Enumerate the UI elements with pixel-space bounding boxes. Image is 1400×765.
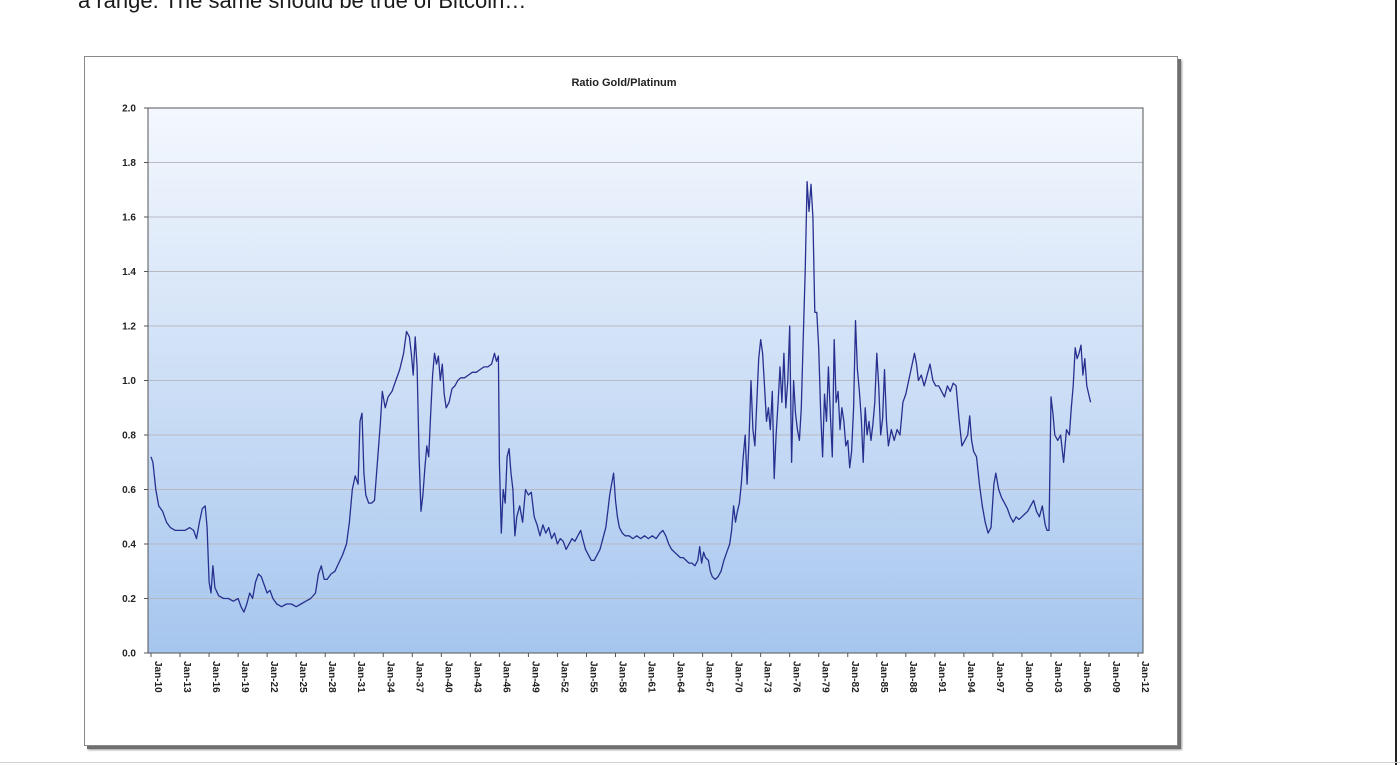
x-tick-label: Jan-79 xyxy=(820,661,831,693)
page-bottom-rule xyxy=(0,762,1400,763)
y-tick-label: 1.0 xyxy=(122,376,136,387)
y-tick-label: 0.6 xyxy=(122,485,136,496)
x-tick-label: Jan-19 xyxy=(239,661,250,693)
x-tick-label: Jan-49 xyxy=(529,661,540,693)
x-tick-label: Jan-10 xyxy=(152,661,163,693)
y-tick-label: 1.2 xyxy=(122,322,136,333)
x-tick-label: Jan-12 xyxy=(1139,661,1150,693)
x-tick-label: Jan-00 xyxy=(1023,661,1034,693)
x-tick-label: Jan-85 xyxy=(878,661,889,693)
x-tick-label: Jan-43 xyxy=(471,661,482,693)
x-tick-label: Jan-46 xyxy=(500,661,511,693)
x-tick-label: Jan-94 xyxy=(965,661,976,693)
y-tick-label: 1.8 xyxy=(122,158,136,169)
x-tick-label: Jan-25 xyxy=(297,661,308,693)
x-tick-label: Jan-67 xyxy=(704,661,715,693)
series-line xyxy=(150,180,1092,613)
chart-title: Ratio Gold/Platinum xyxy=(571,77,676,89)
x-tick-label: Jan-91 xyxy=(936,661,947,693)
article-caption: a range. The same should be true of Bitc… xyxy=(78,0,527,13)
x-tick-label: Jan-55 xyxy=(587,661,598,693)
x-tick-label: Jan-52 xyxy=(558,661,569,693)
y-tick-label: 1.4 xyxy=(122,267,136,278)
x-tick-label: Jan-73 xyxy=(762,661,773,693)
x-tick-label: Jan-64 xyxy=(675,661,686,693)
x-tick-label: Jan-09 xyxy=(1110,661,1121,693)
page-edge-rule xyxy=(1395,0,1397,765)
x-tick-label: Jan-58 xyxy=(617,661,628,693)
x-tick-label: Jan-97 xyxy=(994,661,1005,693)
y-tick-label: 0.2 xyxy=(122,594,136,605)
y-tick-label: 2.0 xyxy=(122,104,136,115)
x-tick-label: Jan-06 xyxy=(1081,661,1092,693)
y-tick-label: 0.0 xyxy=(122,649,136,660)
x-tick-label: Jan-40 xyxy=(442,661,453,693)
x-tick-label: Jan-13 xyxy=(181,661,192,693)
x-tick-label: Jan-88 xyxy=(907,661,918,693)
x-tick-label: Jan-22 xyxy=(268,661,279,693)
x-tick-label: Jan-82 xyxy=(849,661,860,693)
chart-frame: Ratio Gold/Platinum 0.0 0.2 0.4 0.6 0.8 1.0 1.… xyxy=(84,56,1178,746)
x-tick-label: Jan-76 xyxy=(791,661,802,693)
gold-platinum-ratio-chart: Ratio Gold/Platinum 0.0 0.2 0.4 0.6 0.8 1.0 1.… xyxy=(122,77,1150,693)
x-tick-label: Jan-61 xyxy=(646,661,657,693)
x-tick-label: Jan-37 xyxy=(413,661,424,693)
y-tick-label: 1.6 xyxy=(122,213,136,224)
x-tick-label: Jan-34 xyxy=(384,661,395,693)
x-tick-label: Jan-28 xyxy=(326,661,337,693)
x-tick-label: Jan-31 xyxy=(355,661,366,693)
x-tick-label: Jan-70 xyxy=(733,661,744,693)
plot-frame xyxy=(147,107,1144,654)
y-tick-label: 0.4 xyxy=(122,540,136,551)
x-tick-label: Jan-03 xyxy=(1052,661,1063,693)
y-tick-label: 0.8 xyxy=(122,431,136,442)
x-tick-label: Jan-16 xyxy=(210,661,221,693)
